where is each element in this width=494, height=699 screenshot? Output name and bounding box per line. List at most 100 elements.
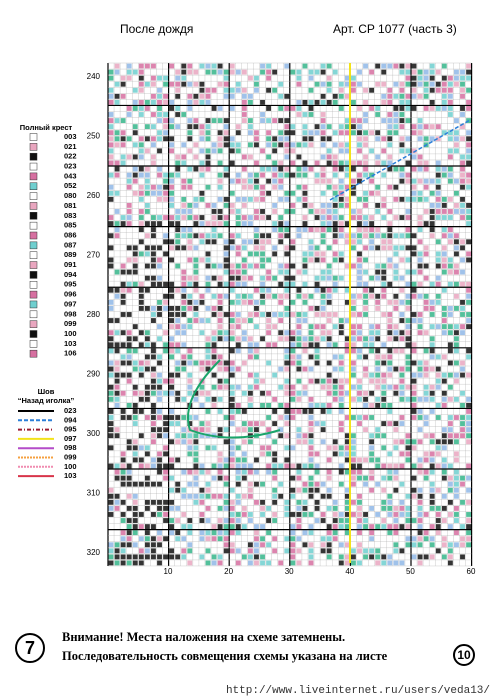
cell — [169, 487, 175, 493]
cell — [199, 196, 205, 202]
cell — [314, 348, 320, 354]
cell — [405, 324, 411, 330]
cell — [163, 433, 168, 439]
cell — [144, 481, 150, 487]
cell — [411, 106, 417, 111]
cell — [435, 275, 441, 281]
cell — [387, 281, 393, 287]
cell — [175, 263, 181, 269]
cell — [217, 275, 223, 281]
cell — [423, 106, 429, 111]
cell — [290, 124, 296, 130]
cell — [157, 275, 162, 281]
cell — [344, 130, 350, 136]
cell — [132, 130, 138, 136]
cell — [169, 457, 175, 463]
cell — [278, 384, 284, 390]
legend-code: 098 — [64, 443, 77, 452]
cell — [466, 299, 471, 305]
cell — [223, 202, 229, 208]
cell — [211, 530, 217, 536]
row-label: 270 — [87, 251, 101, 260]
cell — [338, 196, 344, 202]
cell — [460, 415, 465, 420]
cell — [290, 69, 296, 75]
cell — [447, 75, 453, 81]
cell — [399, 499, 405, 505]
cell — [108, 433, 114, 439]
cell — [435, 106, 441, 111]
cell — [302, 257, 308, 263]
cell — [211, 263, 217, 269]
cell — [108, 360, 114, 366]
cell — [441, 130, 447, 136]
cell — [351, 451, 356, 457]
cell — [357, 209, 362, 214]
cell — [260, 293, 265, 299]
cell — [363, 130, 368, 136]
cell — [120, 518, 126, 523]
cell — [138, 166, 144, 172]
cell — [114, 93, 120, 99]
cell — [138, 536, 144, 542]
cell — [344, 487, 350, 493]
cell — [132, 360, 138, 366]
cell — [217, 299, 223, 305]
cell — [460, 299, 465, 305]
cell — [332, 142, 338, 148]
cell — [205, 306, 211, 311]
cell — [260, 69, 265, 75]
cell — [441, 427, 447, 433]
cell — [157, 360, 162, 366]
cell — [429, 215, 435, 220]
cell — [326, 554, 332, 560]
cell — [108, 263, 114, 269]
cell — [344, 445, 350, 451]
cell — [138, 99, 144, 105]
cell — [338, 233, 344, 239]
cell — [108, 415, 114, 420]
cell — [157, 221, 162, 227]
cell — [417, 269, 423, 275]
cell — [454, 336, 459, 342]
cell — [466, 396, 471, 402]
cell — [247, 554, 253, 560]
cell — [466, 142, 471, 148]
cell — [326, 445, 332, 451]
cell — [423, 348, 429, 354]
cell — [187, 433, 193, 439]
cell — [163, 512, 168, 517]
cell — [229, 384, 235, 390]
cell — [181, 360, 187, 366]
cell — [241, 245, 247, 251]
cell — [369, 190, 375, 196]
cell — [344, 378, 350, 384]
cell — [144, 81, 150, 87]
cell — [296, 360, 302, 366]
cell — [369, 433, 375, 439]
cell — [211, 348, 217, 354]
cell — [417, 409, 423, 414]
cell — [211, 293, 217, 299]
cell — [272, 69, 278, 75]
cell — [199, 63, 205, 69]
cell — [332, 275, 338, 281]
cell — [284, 275, 290, 281]
cell — [411, 154, 417, 160]
cell — [272, 251, 278, 257]
cell — [284, 548, 290, 554]
cell — [199, 469, 205, 475]
cell — [447, 196, 453, 202]
cell — [229, 239, 235, 245]
cell — [126, 75, 132, 81]
cell — [229, 505, 235, 511]
cell — [435, 524, 441, 530]
cell — [302, 227, 308, 233]
cell — [423, 396, 429, 402]
cell — [272, 293, 278, 299]
cell — [193, 245, 199, 251]
cell — [447, 233, 453, 239]
cell — [296, 318, 302, 323]
cell — [284, 93, 290, 99]
cell — [369, 178, 375, 184]
